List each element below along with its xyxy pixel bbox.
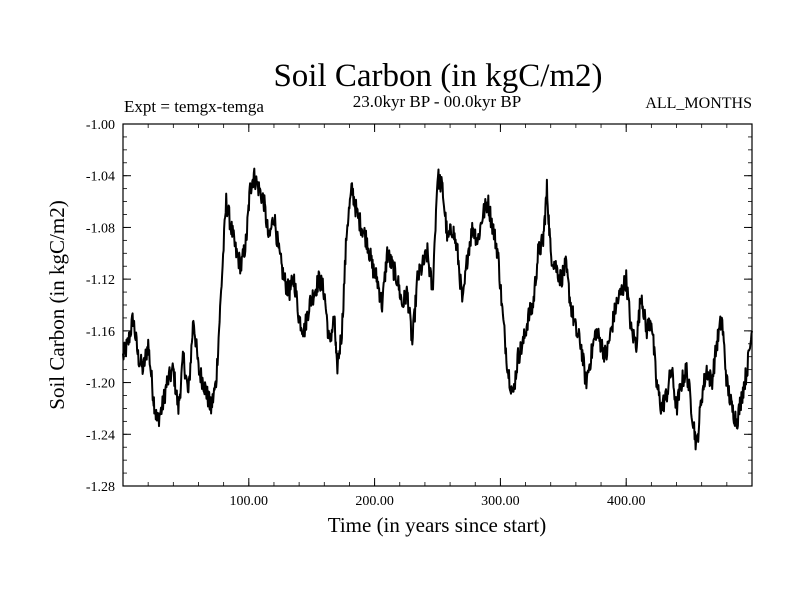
plot-series — [122, 167, 753, 451]
y-tick-label: -1.04 — [86, 170, 115, 185]
y-tick-label: -1.08 — [86, 221, 115, 236]
y-tick-label: -1.12 — [86, 273, 115, 288]
y-axis-label: Soil Carbon (in kgC/m2) — [45, 200, 69, 409]
x-tick-label: 400.00 — [607, 494, 646, 509]
y-tick-label: -1.00 — [86, 118, 115, 133]
x-axis-label: Time (in years since start) — [328, 513, 547, 537]
chart-subtitle-center: 23.0kyr BP - 00.0kyr BP — [353, 92, 521, 111]
y-tick-label: -1.16 — [86, 325, 115, 340]
plot-axes: -1.00 -1.04 -1.08 -1.12 -1.16 -1.20 -1.24 -1.28… — [86, 118, 753, 509]
chart-subtitle-right: ALL_MONTHS — [645, 95, 752, 112]
x-tick-label: 300.00 — [481, 494, 520, 509]
series-line — [122, 167, 753, 451]
chart-subtitle-left: Expt = temgx-temga — [124, 97, 264, 116]
y-tick-label: -1.20 — [86, 377, 115, 392]
chart-title: Soil Carbon (in kgC/m2) — [273, 58, 602, 94]
x-tick-label: 200.00 — [355, 494, 394, 509]
x-tick-label: 100.00 — [230, 494, 269, 509]
y-tick-label: -1.28 — [86, 480, 115, 495]
y-tick-label: -1.24 — [86, 428, 115, 443]
